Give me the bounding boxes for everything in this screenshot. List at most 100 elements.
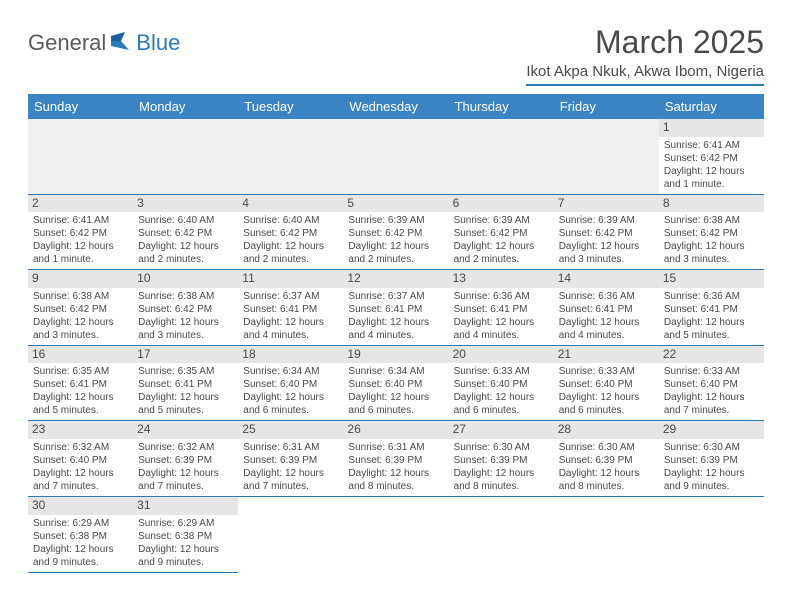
page-subtitle: Ikot Akpa Nkuk, Akwa Ibom, Nigeria xyxy=(526,63,764,86)
day-info: Sunrise: 6:31 AMSunset: 6:39 PMDaylight:… xyxy=(348,441,443,493)
calendar-cell xyxy=(238,119,343,194)
day-number: 28 xyxy=(554,421,659,439)
header: General Blue March 2025 Ikot Akpa Nkuk, … xyxy=(28,24,764,86)
logo: General Blue xyxy=(28,30,180,56)
calendar-cell: 23Sunrise: 6:32 AMSunset: 6:40 PMDayligh… xyxy=(28,421,133,497)
flag-icon xyxy=(111,32,133,55)
day-number: 11 xyxy=(238,270,343,288)
calendar-cell: 16Sunrise: 6:35 AMSunset: 6:41 PMDayligh… xyxy=(28,345,133,421)
day-info: Sunrise: 6:36 AMSunset: 6:41 PMDaylight:… xyxy=(454,290,549,342)
logo-text-1: General xyxy=(28,30,106,56)
calendar-body: 1 Sunrise: 6:41 AMSunset: 6:42 PMDaylight… xyxy=(28,119,764,572)
calendar-row: 2Sunrise: 6:41 AMSunset: 6:42 PMDaylight… xyxy=(28,194,764,270)
day-info: Sunrise: 6:30 AMSunset: 6:39 PMDaylight:… xyxy=(664,441,759,493)
calendar-cell: 10Sunrise: 6:38 AMSunset: 6:42 PMDayligh… xyxy=(133,270,238,346)
day-info: Sunrise: 6:33 AMSunset: 6:40 PMDaylight:… xyxy=(559,365,654,417)
calendar-cell: 11 Sunrise: 6:37 AMSunset: 6:41 PMDayligh… xyxy=(238,270,343,346)
calendar-cell: 5Sunrise: 6:39 AMSunset: 6:42 PMDaylight… xyxy=(343,194,448,270)
calendar-cell: 29 Sunrise: 6:30 AMSunset: 6:39 PMDayligh… xyxy=(659,421,764,497)
day-number: 6 xyxy=(449,195,554,213)
day-number: 14 xyxy=(554,270,659,288)
calendar-cell: 24Sunrise: 6:32 AMSunset: 6:39 PMDayligh… xyxy=(133,421,238,497)
calendar-cell xyxy=(343,119,448,194)
day-info: Sunrise: 6:37 AMSunset: 6:41 PMDaylight:… xyxy=(348,290,443,342)
day-number: 23 xyxy=(28,421,133,439)
day-number: 29 xyxy=(659,421,764,439)
day-number: 31 xyxy=(133,497,238,515)
calendar-cell: 21Sunrise: 6:33 AMSunset: 6:40 PMDayligh… xyxy=(554,345,659,421)
weekday-header: Wednesday xyxy=(343,94,448,119)
logo-text-2: Blue xyxy=(136,30,180,56)
day-number: 21 xyxy=(554,346,659,364)
day-info: Sunrise: 6:41 AMSunset: 6:42 PMDaylight:… xyxy=(664,139,759,191)
day-info: Sunrise: 6:36 AMSunset: 6:41 PMDaylight:… xyxy=(664,290,759,342)
day-number: 1 xyxy=(659,119,764,137)
day-number: 22 xyxy=(659,346,764,364)
day-info: Sunrise: 6:35 AMSunset: 6:41 PMDaylight:… xyxy=(138,365,233,417)
calendar-cell: 28Sunrise: 6:30 AMSunset: 6:39 PMDayligh… xyxy=(554,421,659,497)
calendar-cell: 6Sunrise: 6:39 AMSunset: 6:42 PMDaylight… xyxy=(449,194,554,270)
day-info: Sunrise: 6:30 AMSunset: 6:39 PMDaylight:… xyxy=(454,441,549,493)
calendar-cell: 8Sunrise: 6:38 AMSunset: 6:42 PMDaylight… xyxy=(659,194,764,270)
day-number: 25 xyxy=(238,421,343,439)
title-block: March 2025 Ikot Akpa Nkuk, Akwa Ibom, Ni… xyxy=(526,24,764,86)
calendar-cell: 18Sunrise: 6:34 AMSunset: 6:40 PMDayligh… xyxy=(238,345,343,421)
day-number: 27 xyxy=(449,421,554,439)
day-info: Sunrise: 6:39 AMSunset: 6:42 PMDaylight:… xyxy=(348,214,443,266)
calendar-cell: 12 Sunrise: 6:37 AMSunset: 6:41 PMDayligh… xyxy=(343,270,448,346)
calendar-cell: 4Sunrise: 6:40 AMSunset: 6:42 PMDaylight… xyxy=(238,194,343,270)
weekday-header: Tuesday xyxy=(238,94,343,119)
day-number: 13 xyxy=(449,270,554,288)
calendar-cell xyxy=(133,119,238,194)
day-info: Sunrise: 6:40 AMSunset: 6:42 PMDaylight:… xyxy=(138,214,233,266)
day-number: 18 xyxy=(238,346,343,364)
calendar-row: 16Sunrise: 6:35 AMSunset: 6:41 PMDayligh… xyxy=(28,345,764,421)
weekday-header-row: SundayMondayTuesdayWednesdayThursdayFrid… xyxy=(28,94,764,119)
day-info: Sunrise: 6:33 AMSunset: 6:40 PMDaylight:… xyxy=(664,365,759,417)
calendar-cell: 17Sunrise: 6:35 AMSunset: 6:41 PMDayligh… xyxy=(133,345,238,421)
day-number: 30 xyxy=(28,497,133,515)
page-title: March 2025 xyxy=(526,24,764,61)
calendar-cell xyxy=(449,119,554,194)
day-info: Sunrise: 6:40 AMSunset: 6:42 PMDaylight:… xyxy=(243,214,338,266)
day-info: Sunrise: 6:34 AMSunset: 6:40 PMDaylight:… xyxy=(348,365,443,417)
day-info: Sunrise: 6:35 AMSunset: 6:41 PMDaylight:… xyxy=(33,365,128,417)
calendar-cell: 22Sunrise: 6:33 AMSunset: 6:40 PMDayligh… xyxy=(659,345,764,421)
day-number: 26 xyxy=(343,421,448,439)
day-number: 16 xyxy=(28,346,133,364)
calendar-cell xyxy=(659,496,764,572)
day-number: 2 xyxy=(28,195,133,213)
calendar-cell xyxy=(238,496,343,572)
day-number: 9 xyxy=(28,270,133,288)
day-info: Sunrise: 6:37 AMSunset: 6:41 PMDaylight:… xyxy=(243,290,338,342)
calendar-cell: 26 Sunrise: 6:31 AMSunset: 6:39 PMDayligh… xyxy=(343,421,448,497)
day-number: 10 xyxy=(133,270,238,288)
day-info: Sunrise: 6:36 AMSunset: 6:41 PMDaylight:… xyxy=(559,290,654,342)
day-number: 19 xyxy=(343,346,448,364)
day-info: Sunrise: 6:29 AMSunset: 6:38 PMDaylight:… xyxy=(138,517,233,569)
calendar-cell: 1 Sunrise: 6:41 AMSunset: 6:42 PMDaylight… xyxy=(659,119,764,194)
calendar-cell: 20Sunrise: 6:33 AMSunset: 6:40 PMDayligh… xyxy=(449,345,554,421)
calendar-cell xyxy=(28,119,133,194)
calendar-cell: 7Sunrise: 6:39 AMSunset: 6:42 PMDaylight… xyxy=(554,194,659,270)
day-number: 4 xyxy=(238,195,343,213)
weekday-header: Saturday xyxy=(659,94,764,119)
calendar-cell: 27 Sunrise: 6:30 AMSunset: 6:39 PMDayligh… xyxy=(449,421,554,497)
day-number: 5 xyxy=(343,195,448,213)
calendar-cell: 15Sunrise: 6:36 AMSunset: 6:41 PMDayligh… xyxy=(659,270,764,346)
day-number: 24 xyxy=(133,421,238,439)
calendar-cell xyxy=(343,496,448,572)
day-info: Sunrise: 6:29 AMSunset: 6:38 PMDaylight:… xyxy=(33,517,128,569)
day-number: 20 xyxy=(449,346,554,364)
calendar-cell xyxy=(554,496,659,572)
day-info: Sunrise: 6:38 AMSunset: 6:42 PMDaylight:… xyxy=(33,290,128,342)
day-info: Sunrise: 6:33 AMSunset: 6:40 PMDaylight:… xyxy=(454,365,549,417)
weekday-header: Sunday xyxy=(28,94,133,119)
calendar-cell: 19Sunrise: 6:34 AMSunset: 6:40 PMDayligh… xyxy=(343,345,448,421)
day-number: 12 xyxy=(343,270,448,288)
day-info: Sunrise: 6:39 AMSunset: 6:42 PMDaylight:… xyxy=(559,214,654,266)
calendar-row: 9 Sunrise: 6:38 AMSunset: 6:42 PMDaylight… xyxy=(28,270,764,346)
calendar-row: 1 Sunrise: 6:41 AMSunset: 6:42 PMDaylight… xyxy=(28,119,764,194)
day-number: 7 xyxy=(554,195,659,213)
weekday-header: Thursday xyxy=(449,94,554,119)
